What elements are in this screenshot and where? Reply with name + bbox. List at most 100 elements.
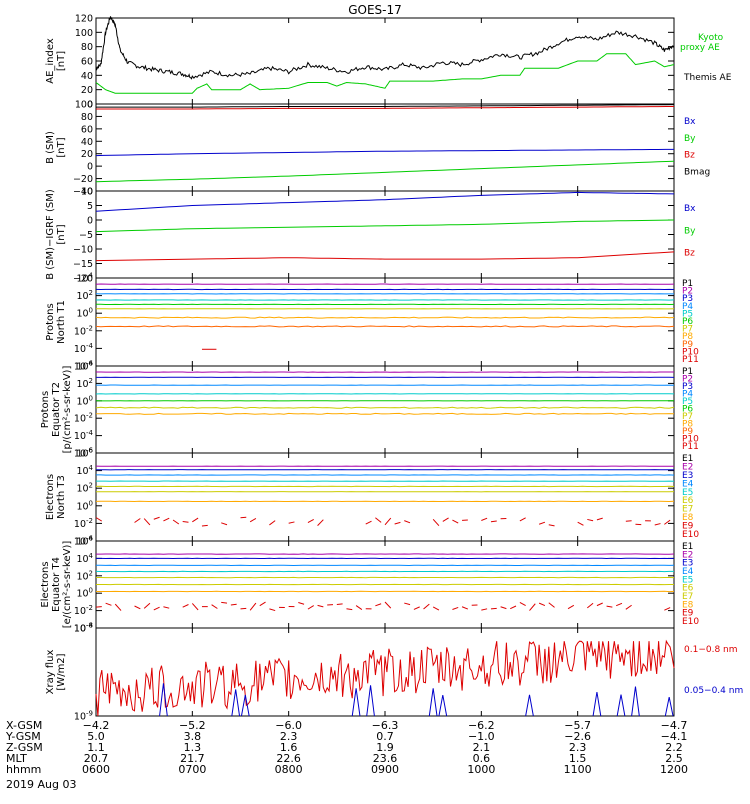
series-line <box>96 407 674 408</box>
series-segment <box>346 609 352 610</box>
legend-entry: Themis AE <box>683 73 732 83</box>
y-axis-label: B (SM) <box>45 131 56 164</box>
y-tick-label: 102 <box>76 569 93 582</box>
series-segment <box>173 520 179 524</box>
y-tick-label: 106 <box>76 535 93 548</box>
y-axis-label: [p/(cm²-s-sr-keV)] <box>62 366 73 454</box>
series-line <box>96 641 674 716</box>
y-tick-label: −5 <box>79 230 93 241</box>
series-segment <box>607 606 613 607</box>
orbit-row-label: hhmm <box>6 763 41 776</box>
series-segment <box>530 604 536 611</box>
y-axis-label: Protons <box>40 391 51 428</box>
series-line <box>96 220 674 232</box>
orbit-row-value: 0900 <box>371 763 399 776</box>
y-tick-label: 20 <box>81 149 93 160</box>
y-axis-label: B (SM)−IGRF (SM) <box>45 189 56 280</box>
legend-entry: Kyoto <box>698 33 724 43</box>
series-segment <box>549 603 555 608</box>
series-segment <box>308 606 314 610</box>
series-line <box>96 149 674 155</box>
y-tick-label: 10-2 <box>74 604 93 617</box>
series-segment <box>221 602 227 603</box>
series-group <box>96 192 674 260</box>
series-segment <box>587 603 593 608</box>
y-tick-label: 10-2 <box>74 517 93 530</box>
series-group <box>96 641 674 716</box>
y-tick-label: 20 <box>81 85 93 96</box>
series-segment <box>183 604 189 607</box>
y-tick-label: 100 <box>76 307 93 320</box>
orbit-row-value: 0600 <box>82 763 110 776</box>
series-segment <box>433 519 439 525</box>
series-segment <box>96 518 102 522</box>
y-tick-label: −20 <box>73 174 93 185</box>
series-segment <box>452 607 458 609</box>
series-segment <box>481 518 487 520</box>
series-segment <box>269 609 275 611</box>
series-segment <box>318 520 324 526</box>
series-segment <box>510 606 516 609</box>
y-tick-label: 0 <box>87 216 93 227</box>
y-tick-label: −15 <box>73 259 93 270</box>
y-tick-label: 10 <box>81 187 93 198</box>
series-segment <box>154 607 160 610</box>
y-axis-label: [nT] <box>56 137 67 157</box>
series-segment <box>318 605 324 607</box>
y-tick-label: 80 <box>81 112 93 123</box>
legend-entry: Bz <box>684 151 695 161</box>
series-segment <box>154 517 160 519</box>
y-axis-label: [W/m2] <box>56 653 67 690</box>
series-segment <box>452 520 458 523</box>
y-tick-label: 104 <box>76 552 93 565</box>
series-spike <box>617 695 625 716</box>
series-spike <box>429 688 437 716</box>
legend-entry: proxy AE <box>680 43 720 53</box>
y-tick-label: 40 <box>81 137 93 148</box>
series-segment <box>462 607 468 609</box>
series-segment <box>385 518 391 525</box>
series-spike <box>232 689 240 716</box>
orbit-row-value: 1200 <box>660 763 688 776</box>
series-segment <box>144 519 150 525</box>
series-spike <box>352 688 360 716</box>
series-segment <box>375 604 381 606</box>
y-axis-label: Equator T2 <box>51 382 62 437</box>
panel-frame <box>96 278 674 366</box>
date-label: 2019 Aug 03 <box>6 778 76 791</box>
series-segment <box>231 604 237 605</box>
y-tick-label: 10-2 <box>74 412 93 425</box>
series-segment <box>587 519 593 520</box>
series-segment <box>578 522 584 525</box>
panel-frame <box>96 104 674 191</box>
series-line <box>96 317 674 318</box>
series-segment <box>597 603 603 606</box>
legend-entry: P11 <box>682 355 699 365</box>
y-tick-label: 100 <box>75 28 93 39</box>
series-line <box>96 252 674 261</box>
y-axis-label: Electrons <box>45 474 56 520</box>
series-segment <box>144 603 150 608</box>
y-axis-label: Electrons <box>40 561 51 607</box>
series-segment <box>395 522 401 524</box>
y-axis-label: Xray flux <box>45 650 56 695</box>
orbit-row-value: 1100 <box>564 763 592 776</box>
series-segment <box>520 602 526 605</box>
y-tick-label: 102 <box>76 482 93 495</box>
y-axis-label: [nT] <box>56 51 67 71</box>
series-segment <box>366 521 372 524</box>
series-segment <box>501 607 507 609</box>
y-tick-label: 120 <box>75 14 93 25</box>
series-line <box>96 16 674 78</box>
series-segment <box>664 608 670 611</box>
y-axis-label: AE_index <box>45 38 56 84</box>
orbit-row-value: 0800 <box>275 763 303 776</box>
